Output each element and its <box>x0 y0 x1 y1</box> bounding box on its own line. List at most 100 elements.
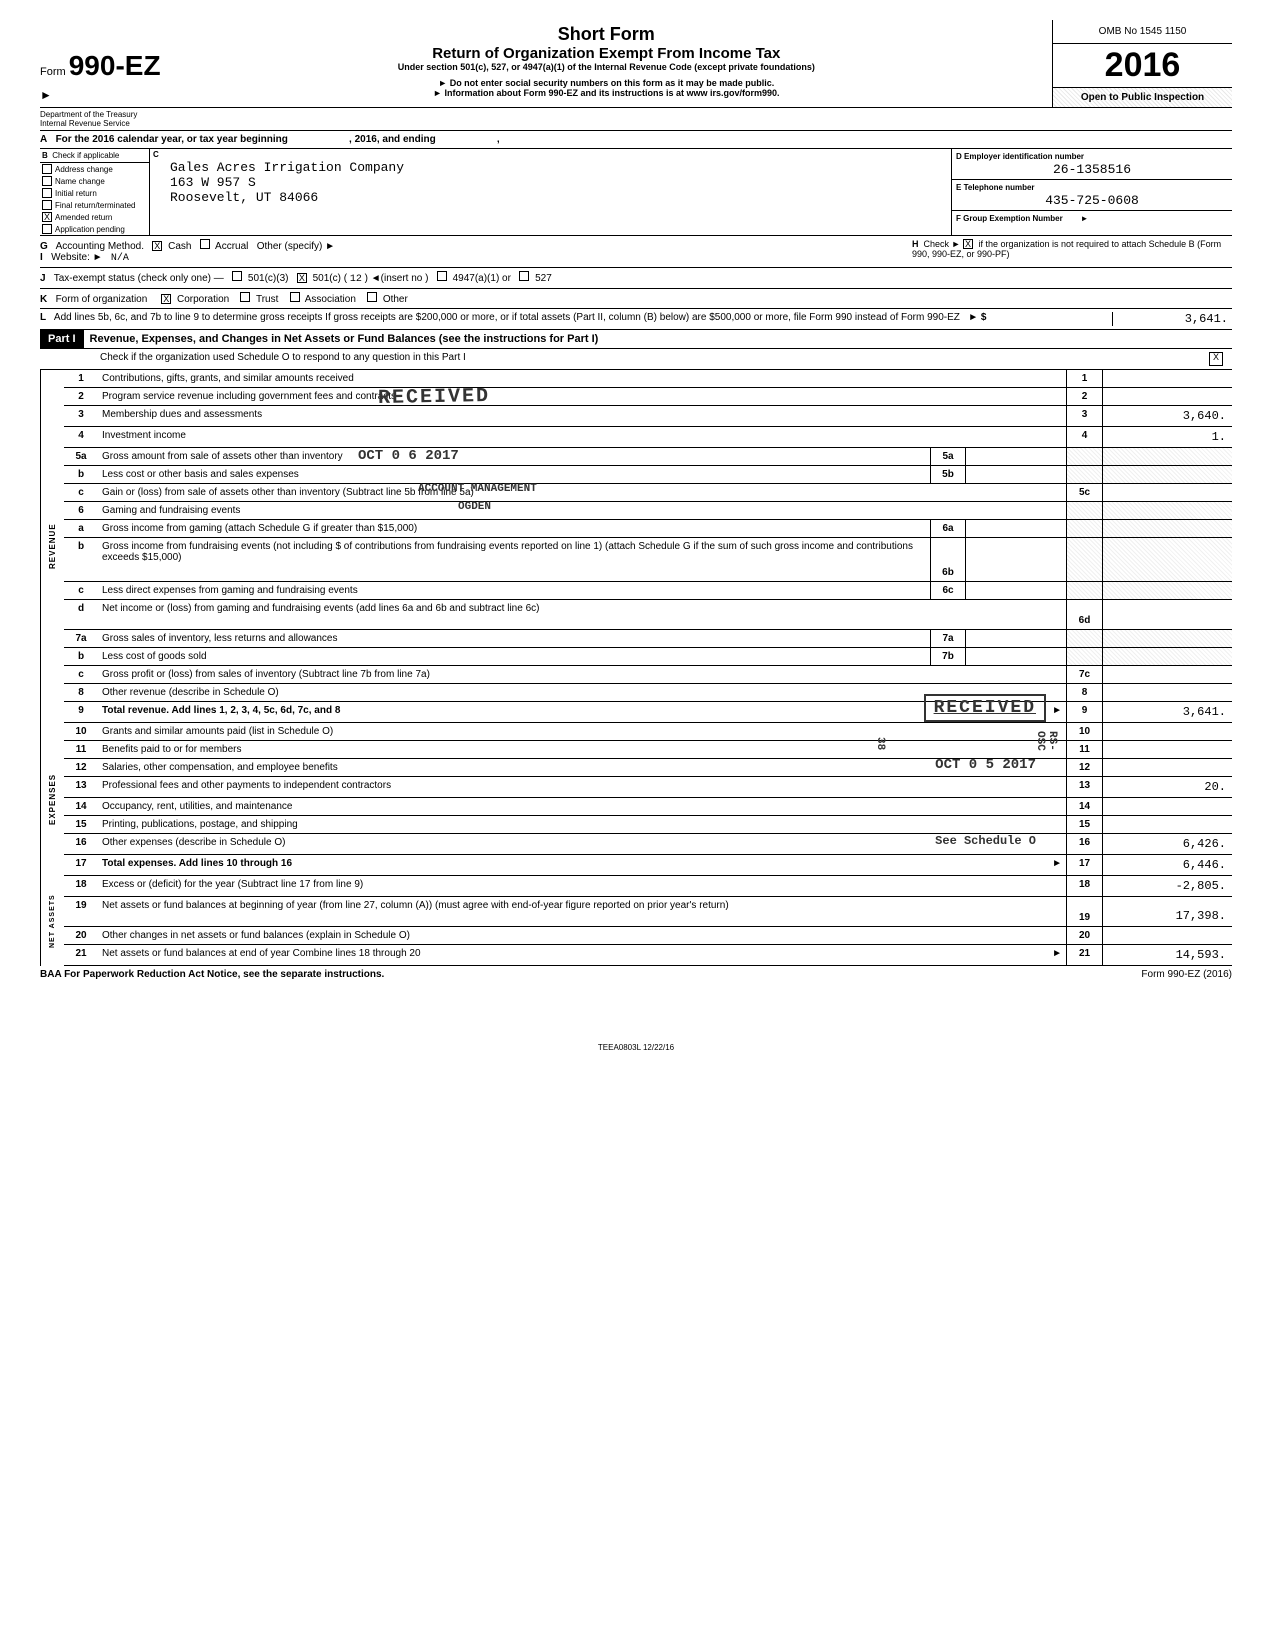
line-21: 21 Net assets or fund balances at end of… <box>64 945 1232 966</box>
501c-number: 12 <box>350 274 362 285</box>
line-6: 6 Gaming and fundraising events OGDEN <box>64 502 1232 520</box>
expense-side-label: EXPENSES <box>40 723 64 876</box>
cb-schedule-o[interactable]: X <box>1209 352 1223 366</box>
schedule-o-text: Check if the organization used Schedule … <box>100 352 1209 366</box>
row-a-text1: For the 2016 calendar year, or tax year … <box>56 134 288 145</box>
line-3: 3 Membership dues and assessments 3 3,64… <box>64 406 1232 427</box>
label-l: L <box>40 312 46 323</box>
label-c: C <box>150 149 951 160</box>
cb-address-change[interactable]: Address change <box>40 163 149 175</box>
col-def: D Employer identification number 26-1358… <box>952 149 1232 235</box>
line-6d: d Net income or (loss) from gaming and f… <box>64 600 1232 630</box>
accounting-method-label: Accounting Method. <box>56 241 144 252</box>
line-4: 4 Investment income 4 1. <box>64 427 1232 448</box>
paperwork-notice: BAA For Paperwork Reduction Act Notice, … <box>40 969 1141 980</box>
line-15: 15 Printing, publications, postage, and … <box>64 816 1232 834</box>
website-label: Website: ► <box>51 252 102 263</box>
net-assets-end: 14,593. <box>1102 945 1232 965</box>
line-1: 1 Contributions, gifts, grants, and simi… <box>64 370 1232 388</box>
line-5b: b Less cost or other basis and sales exp… <box>64 466 1232 484</box>
line-17: 17 Total expenses. Add lines 10 through … <box>64 855 1232 876</box>
revenue-block: REVENUE 1 Contributions, gifts, grants, … <box>40 370 1232 723</box>
col-c: C Gales Acres Irrigation Company 163 W 9… <box>150 149 952 235</box>
org-addr2: Roosevelt, UT 84066 <box>150 190 951 205</box>
line-9: 9 Total revenue. Add lines 1, 2, 3, 4, 5… <box>64 702 1232 723</box>
row-l: L Add lines 5b, 6c, and 7b to line 9 to … <box>40 309 1232 330</box>
cb-501c[interactable]: X <box>297 273 307 283</box>
part1-header: Part I Revenue, Expenses, and Changes in… <box>40 330 1232 349</box>
right-boxes: OMB No 1545 1150 2016 Open to Public Ins… <box>1052 20 1232 107</box>
telephone: 435-725-0608 <box>956 193 1228 208</box>
box-e: E Telephone number 435-725-0608 <box>952 180 1232 211</box>
accrual-label: Accrual <box>215 241 248 252</box>
cb-accrual[interactable] <box>200 239 210 249</box>
schedule-o-check-row: Check if the organization used Schedule … <box>40 349 1232 370</box>
cash-label: Cash <box>168 241 191 252</box>
cb-527[interactable] <box>519 271 529 281</box>
net-assets-begin: 17,398. <box>1102 897 1232 926</box>
cb-name-change[interactable]: Name change <box>40 175 149 187</box>
line-10: 10 Grants and similar amounts paid (list… <box>64 723 1232 741</box>
cb-cash[interactable]: X <box>152 241 162 251</box>
cb-application-pending[interactable]: Application pending <box>40 223 149 235</box>
org-addr1: 163 W 957 S <box>150 175 951 190</box>
cb-association[interactable] <box>290 292 300 302</box>
tax-year: 2016 <box>1052 44 1232 87</box>
title-under: Under section 501(c), 527, or 4947(a)(1)… <box>171 62 1042 72</box>
line-7a: 7a Gross sales of inventory, less return… <box>64 630 1232 648</box>
expense-block: EXPENSES 10 Grants and similar amounts p… <box>40 723 1232 876</box>
tax-exempt-label: Tax-exempt status (check only one) — <box>54 273 224 284</box>
label-b: B <box>42 151 48 160</box>
title-short-form: Short Form <box>171 24 1042 45</box>
total-revenue: 3,641. <box>1102 702 1232 722</box>
line-11: 11 Benefits paid to or for members 38 RS… <box>64 741 1232 759</box>
irs: Internal Revenue Service <box>40 119 130 128</box>
stamp-date-2: OCT 0 5 2017 <box>935 757 1036 773</box>
form-header: Form 990-EZ ► Short Form Return of Organ… <box>40 20 1232 108</box>
cb-501c3[interactable] <box>232 271 242 281</box>
ein: 26-1358516 <box>956 162 1228 177</box>
gross-receipts: 3,641. <box>1112 312 1232 326</box>
form-version: Form 990-EZ (2016) <box>1141 969 1232 980</box>
line-8: 8 Other revenue (describe in Schedule O)… <box>64 684 1232 702</box>
membership-dues: 3,640. <box>1102 406 1232 426</box>
stamp-see-schedule-o: See Schedule O <box>935 834 1036 848</box>
website-value: N/A <box>111 253 129 264</box>
cb-final-return[interactable]: Final return/terminated <box>40 199 149 211</box>
col-b: B Check if applicable Address change Nam… <box>40 149 150 235</box>
line-18: 18 Excess or (deficit) for the year (Sub… <box>64 876 1232 897</box>
line-14: 14 Occupancy, rent, utilities, and maint… <box>64 798 1232 816</box>
open-to-public: Open to Public Inspection <box>1052 87 1232 107</box>
box-d: D Employer identification number 26-1358… <box>952 149 1232 180</box>
label-i: I <box>40 252 43 263</box>
teea-code: TEEA0803L 12/22/16 <box>40 1043 1232 1052</box>
cb-4947[interactable] <box>437 271 447 281</box>
line-20: 20 Other changes in net assets or fund b… <box>64 927 1232 945</box>
cb-amended-return[interactable]: XAmended return <box>40 211 149 223</box>
assets-side-label: NET ASSETS <box>40 876 64 966</box>
org-name: Gales Acres Irrigation Company <box>150 160 951 175</box>
part1-label: Part I <box>40 330 84 348</box>
cb-corporation[interactable]: X <box>161 294 171 304</box>
row-k: K Form of organization X Corporation Tru… <box>40 289 1232 309</box>
cb-schedule-b[interactable]: X <box>963 239 973 249</box>
cb-trust[interactable] <box>240 292 250 302</box>
form-prefix: Form <box>40 66 66 78</box>
line-5c: c Gain or (loss) from sale of assets oth… <box>64 484 1232 502</box>
professional-fees: 20. <box>1102 777 1232 797</box>
cb-initial-return[interactable]: Initial return <box>40 187 149 199</box>
row-ghi: G Accounting Method. X Cash Accrual Othe… <box>40 236 1232 268</box>
label-a: A <box>40 134 47 145</box>
form-of-org-label: Form of organization <box>56 294 148 305</box>
other-expenses: 6,426. <box>1102 834 1232 854</box>
cb-other-org[interactable] <box>367 292 377 302</box>
line-6b: b Gross income from fundraising events (… <box>64 538 1232 582</box>
label-j: J <box>40 273 46 284</box>
line-2: 2 Program service revenue including gove… <box>64 388 1232 406</box>
footer: BAA For Paperwork Reduction Act Notice, … <box>40 966 1232 983</box>
title-return: Return of Organization Exempt From Incom… <box>171 45 1042 62</box>
line-19: 19 Net assets or fund balances at beginn… <box>64 897 1232 927</box>
label-g: G <box>40 241 48 252</box>
row-j: J Tax-exempt status (check only one) — 5… <box>40 268 1232 289</box>
investment-income: 1. <box>1102 427 1232 447</box>
